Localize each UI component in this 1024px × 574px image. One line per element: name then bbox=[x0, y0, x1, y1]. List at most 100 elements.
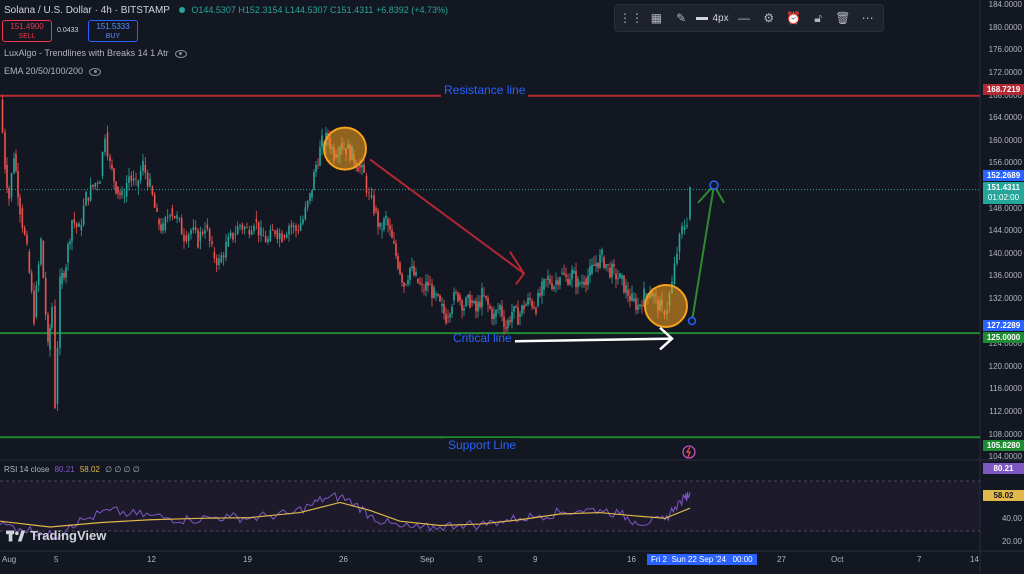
candle-body bbox=[401, 274, 403, 283]
time-tick: 5 bbox=[54, 555, 59, 564]
candle-body bbox=[292, 225, 295, 228]
price-tick: 136.0000 bbox=[988, 271, 1022, 280]
candle-body bbox=[493, 313, 495, 320]
resistance-line-label[interactable]: Resistance line bbox=[441, 83, 529, 97]
spread-value: 0.0433 bbox=[57, 27, 79, 34]
downtrend-arrow[interactable] bbox=[369, 158, 525, 275]
candle-body bbox=[429, 284, 431, 286]
candle-body bbox=[441, 303, 443, 306]
candle-body bbox=[137, 180, 140, 187]
candle-body bbox=[635, 298, 637, 310]
indicator-ema-legend[interactable]: EMA 20/50/100/200 bbox=[4, 66, 102, 76]
candle-body bbox=[187, 234, 190, 242]
candle-body bbox=[199, 231, 202, 241]
candle-body bbox=[581, 281, 583, 284]
projection-start-handle[interactable] bbox=[687, 316, 697, 326]
indicator-luxalgo-legend[interactable]: LuxAlgo - Trendlines with Breaks 14 1 At… bbox=[4, 48, 187, 58]
templates-icon[interactable]: ▦ bbox=[650, 11, 663, 25]
candle-body bbox=[160, 224, 162, 231]
candle-body bbox=[285, 234, 288, 238]
line-width-label: 4px bbox=[712, 12, 729, 24]
candle-body bbox=[149, 178, 151, 187]
candle-body bbox=[457, 292, 459, 302]
price-tick: 168.0000 bbox=[988, 91, 1022, 100]
time-tick: 26 bbox=[339, 555, 348, 564]
candle-body bbox=[523, 305, 525, 310]
candle-body bbox=[645, 293, 647, 296]
eye-icon[interactable] bbox=[174, 49, 187, 58]
candle-body bbox=[487, 298, 489, 305]
ohlc-close: C151.4311 bbox=[330, 5, 374, 15]
candle-body bbox=[33, 290, 35, 324]
candle-body bbox=[306, 200, 309, 208]
trash-icon[interactable]: 🗑︎ bbox=[835, 11, 851, 25]
projection-end-handle[interactable] bbox=[709, 180, 719, 190]
event-marker-icon[interactable] bbox=[682, 445, 696, 459]
candle-body bbox=[497, 309, 499, 311]
candle-body bbox=[365, 175, 368, 193]
rsi-label: RSI 14 close bbox=[4, 465, 50, 474]
candle-body bbox=[633, 298, 635, 301]
line-style-icon[interactable]: — bbox=[737, 11, 750, 25]
candle-body bbox=[42, 240, 45, 278]
candle-body bbox=[519, 313, 521, 317]
drag-handle-icon[interactable]: ⋮⋮ bbox=[619, 11, 643, 25]
candle-body bbox=[607, 264, 609, 266]
candle-body bbox=[96, 183, 99, 184]
candle-body bbox=[599, 254, 601, 268]
critical-arrow[interactable] bbox=[514, 337, 673, 343]
eye-icon[interactable] bbox=[89, 67, 102, 76]
candle-body bbox=[158, 219, 160, 225]
candle-body bbox=[56, 347, 59, 404]
lock-icon[interactable]: 🔓︎ bbox=[814, 10, 823, 25]
candle-body bbox=[503, 316, 505, 328]
candle-body bbox=[377, 210, 379, 227]
price-tick: 176.0000 bbox=[988, 45, 1022, 54]
candle-body bbox=[361, 164, 363, 168]
target-price-tag: 152.2689 bbox=[983, 170, 1024, 181]
candle-body bbox=[623, 275, 625, 293]
support-line-label[interactable]: Support Line bbox=[445, 438, 520, 452]
candle-body bbox=[423, 289, 425, 291]
candle-body bbox=[156, 207, 158, 212]
candle-body bbox=[673, 263, 676, 285]
settings-icon[interactable]: ⚙ bbox=[763, 11, 775, 25]
rsi-ma-line[interactable] bbox=[0, 501, 691, 528]
line-width-icon[interactable]: 4px bbox=[696, 8, 729, 28]
candle-body bbox=[63, 273, 65, 278]
candle-body bbox=[17, 171, 19, 198]
candle-body bbox=[676, 253, 678, 264]
peak-highlight-circle[interactable] bbox=[323, 126, 367, 171]
alert-add-icon[interactable]: ⏰ bbox=[785, 11, 801, 25]
candle-body bbox=[144, 164, 147, 174]
candle-body bbox=[469, 294, 471, 308]
candle-body bbox=[383, 218, 385, 230]
candle-body bbox=[67, 244, 69, 263]
drawing-toolbar: ⋮⋮ ▦ ✎ 4px — ⚙ ⏰ 🔓︎ 🗑︎ ⋯ bbox=[614, 4, 884, 32]
rsi-legend[interactable]: RSI 14 close 80.21 58.02 ∅ ∅ ∅ ∅ bbox=[4, 465, 140, 474]
candle-body bbox=[531, 300, 533, 307]
symbol-name[interactable]: Solana / U.S. Dollar · 4h · BITSTAMP bbox=[4, 5, 170, 16]
price-tick: 156.0000 bbox=[988, 158, 1022, 167]
candle-body bbox=[551, 283, 553, 289]
buy-button[interactable]: 151.5333 BUY bbox=[88, 20, 138, 42]
more-icon[interactable]: ⋯ bbox=[861, 11, 874, 25]
candle-body bbox=[611, 263, 613, 278]
tradingview-logo[interactable]: TradingView bbox=[6, 528, 106, 543]
projection-arrow[interactable] bbox=[691, 184, 715, 322]
symbol-legend: Solana / U.S. Dollar · 4h · BITSTAMP O14… bbox=[4, 5, 448, 16]
candle-body bbox=[75, 223, 78, 227]
critical-line-label[interactable]: Critical line bbox=[453, 331, 512, 345]
rsi-line[interactable] bbox=[0, 491, 691, 540]
bottom-highlight-circle[interactable] bbox=[644, 284, 688, 328]
candle-body bbox=[561, 272, 563, 274]
price-tick: 104.0000 bbox=[988, 452, 1022, 461]
candle-body bbox=[208, 228, 211, 242]
candle-body bbox=[403, 282, 405, 287]
candle-body bbox=[288, 225, 290, 235]
sell-button[interactable]: 151.4900 SELL bbox=[2, 20, 52, 42]
critical-arrow-head bbox=[659, 326, 674, 351]
pencil-icon[interactable]: ✎ bbox=[676, 11, 687, 25]
candle-body bbox=[545, 279, 547, 281]
